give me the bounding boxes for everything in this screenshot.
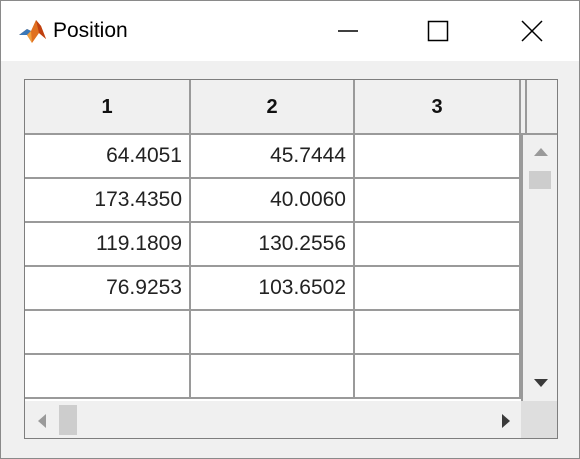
table-cell[interactable]: 119.1809 [25,223,191,267]
table-row: 64.4051 45.7444 [25,135,521,179]
table-cell[interactable]: 103.6502 [191,267,355,311]
table-cell[interactable] [355,179,521,223]
table-cell[interactable] [191,355,355,399]
table-cell[interactable] [25,355,191,399]
maximize-icon [427,20,449,42]
horizontal-scroll-thumb[interactable] [59,405,77,435]
close-icon [521,20,543,42]
scroll-left-arrow-icon[interactable] [35,413,49,429]
table-cell[interactable] [191,311,355,355]
table-cell[interactable] [355,311,521,355]
column-header-partial [521,80,527,134]
table-cell[interactable] [355,355,521,399]
maximize-button[interactable] [415,13,461,49]
scroll-right-arrow-icon[interactable] [499,413,513,429]
table-cell[interactable] [355,223,521,267]
table-cell[interactable]: 45.7444 [191,135,355,179]
horizontal-scrollbar[interactable] [25,401,521,438]
vertical-scroll-thumb[interactable] [529,171,551,189]
scroll-up-arrow-icon[interactable] [531,145,551,159]
data-table[interactable]: 1 2 3 64.4051 45.7444 173.4350 40.0060 1… [24,79,558,439]
table-cell[interactable]: 130.2556 [191,223,355,267]
vertical-scrollbar[interactable] [521,135,557,401]
table-cell[interactable] [25,311,191,355]
column-header[interactable]: 1 [25,80,191,134]
matlab-icon [17,17,47,45]
table-cell[interactable]: 64.4051 [25,135,191,179]
table-cell[interactable]: 76.9253 [25,267,191,311]
table-cell[interactable] [355,267,521,311]
column-header[interactable]: 2 [191,80,355,134]
table-row: 173.4350 40.0060 [25,179,521,223]
table-cell[interactable] [355,135,521,179]
table-row [25,355,521,399]
table-cell[interactable]: 173.4350 [25,179,191,223]
column-header[interactable]: 3 [355,80,521,134]
table-row: 119.1809 130.2556 [25,223,521,267]
scrollbar-corner [521,401,557,438]
window-title: Position [53,19,128,42]
table-row [25,311,521,355]
scroll-down-arrow-icon[interactable] [531,376,551,390]
minimize-icon [338,30,358,32]
table-row: 76.9253 103.6502 [25,267,521,311]
table-cell[interactable]: 40.0060 [191,179,355,223]
title-bar[interactable]: Position [1,1,579,61]
close-button[interactable] [509,13,555,49]
table-header: 1 2 3 [25,80,557,135]
minimize-button[interactable] [325,13,371,49]
